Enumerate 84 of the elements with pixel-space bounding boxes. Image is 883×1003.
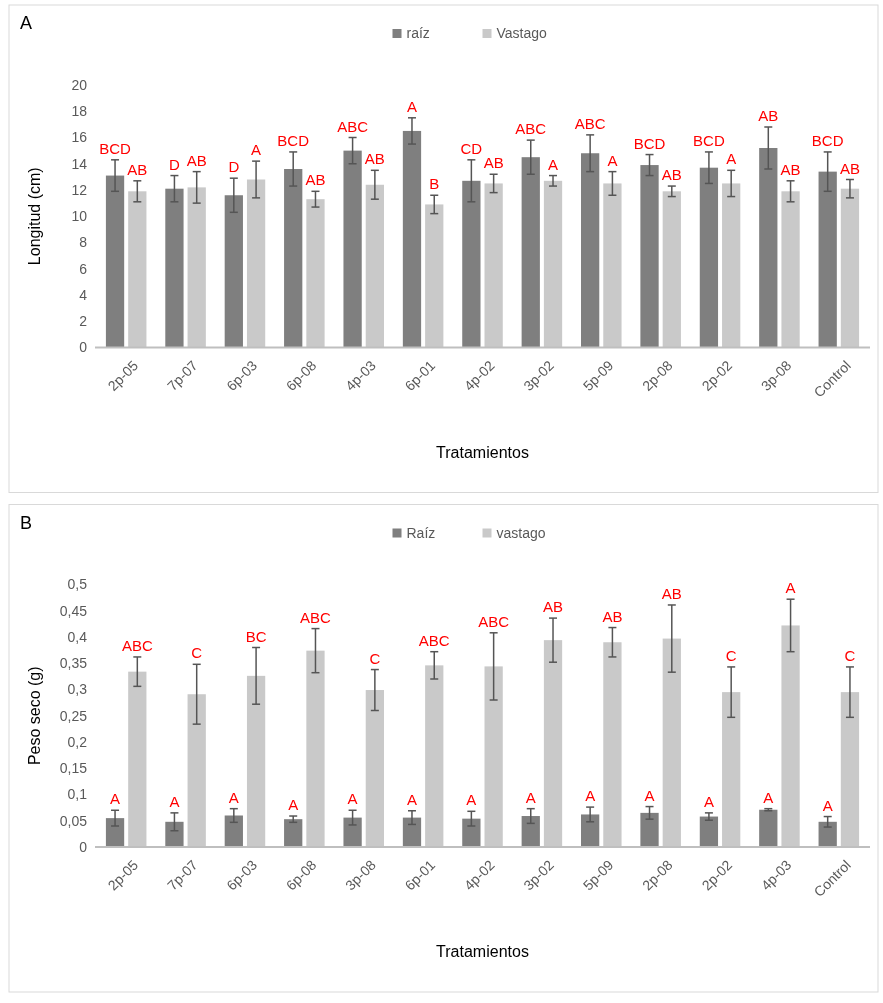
y-tick-label: 4	[79, 286, 88, 303]
legend-label: raíz	[406, 25, 430, 41]
y-tick-label: 0,3	[67, 681, 88, 698]
data-label: A	[644, 786, 655, 804]
legend-label: Vastago	[496, 25, 548, 41]
y-tick-label: 6	[79, 260, 88, 277]
data-label: AB	[661, 584, 682, 602]
legend-label: vastago	[496, 524, 546, 541]
data-label: D	[228, 158, 240, 176]
data-label: ABC	[418, 631, 450, 649]
y-tick-label: 18	[71, 103, 88, 120]
y-tick-label: 20	[71, 76, 88, 93]
data-label: BCD	[277, 131, 310, 149]
data-label: AB	[483, 154, 504, 172]
data-label: AB	[543, 598, 564, 616]
data-label: A	[406, 790, 417, 808]
data-label: BCD	[811, 131, 844, 149]
data-label: A	[406, 97, 417, 115]
data-label: AB	[661, 166, 682, 184]
data-label: A	[288, 796, 299, 814]
y-tick-label: 14	[71, 155, 88, 172]
data-label: AB	[602, 607, 623, 625]
chart-title: A	[20, 13, 33, 33]
data-label: ABC	[574, 114, 606, 132]
y-tick-label: 0,2	[67, 733, 88, 750]
data-label: A	[228, 788, 239, 806]
data-label: D	[169, 155, 181, 173]
y-tick-label: 0,4	[67, 628, 88, 645]
data-label: BCD	[693, 131, 725, 149]
y-tick-label: 0,05	[59, 812, 88, 829]
data-label: ABC	[300, 608, 332, 626]
data-label: A	[548, 155, 559, 173]
data-label: ABC	[121, 636, 153, 654]
y-tick-label: 8	[79, 234, 88, 251]
data-label: A	[110, 790, 121, 808]
data-label: B	[429, 175, 440, 193]
data-label: ABC	[515, 120, 547, 138]
y-tick-label: 12	[71, 181, 88, 198]
data-label: A	[763, 788, 774, 806]
y-tick-label: 0	[79, 838, 88, 855]
data-label: A	[703, 792, 714, 810]
x-axis-title: Tratamientos	[436, 443, 529, 461]
data-label: A	[347, 790, 358, 808]
data-label: C	[844, 646, 856, 664]
y-tick-label: 0,25	[59, 707, 88, 724]
y-tick-label: 0,45	[59, 602, 88, 619]
y-tick-label: 0,5	[67, 576, 88, 593]
data-label: ABC	[337, 117, 369, 135]
y-tick-label: 2	[79, 313, 88, 330]
data-label: C	[725, 646, 737, 664]
data-label: A	[607, 151, 618, 169]
y-tick-label: 10	[71, 208, 88, 225]
data-label: A	[169, 792, 180, 810]
data-label: AB	[780, 160, 801, 178]
chart-title: B	[20, 512, 33, 533]
data-label: C	[369, 649, 381, 667]
y-axis-title: Longitud (cm)	[26, 167, 43, 266]
data-label: A	[585, 787, 596, 805]
y-tick-label: 0,15	[59, 760, 88, 777]
y-tick-label: 0,35	[59, 655, 88, 672]
data-label: A	[822, 796, 833, 814]
data-label: A	[525, 788, 536, 806]
x-axis-title: Tratamientos	[436, 943, 529, 960]
data-label: AB	[839, 159, 860, 177]
data-label: AB	[364, 150, 385, 168]
data-label: A	[251, 141, 262, 159]
data-label: AB	[186, 151, 207, 169]
data-label: AB	[127, 160, 148, 178]
data-label: A	[726, 150, 737, 168]
data-label: BCD	[633, 134, 666, 152]
y-tick-label: 16	[71, 129, 88, 146]
data-label: CD	[460, 139, 483, 157]
data-label: BCD	[99, 139, 132, 157]
data-label: BC	[245, 627, 267, 645]
data-label: A	[466, 791, 477, 809]
data-label: AB	[305, 171, 326, 189]
data-label: ABC	[478, 612, 510, 630]
data-label: C	[191, 644, 203, 662]
y-tick-label: 0,1	[67, 786, 88, 803]
data-label: AB	[758, 107, 779, 124]
data-label: A	[785, 579, 796, 597]
y-axis-title: Peso seco (g)	[26, 666, 43, 766]
y-tick-label: 0	[79, 339, 88, 356]
legend-label: Raíz	[406, 524, 436, 541]
